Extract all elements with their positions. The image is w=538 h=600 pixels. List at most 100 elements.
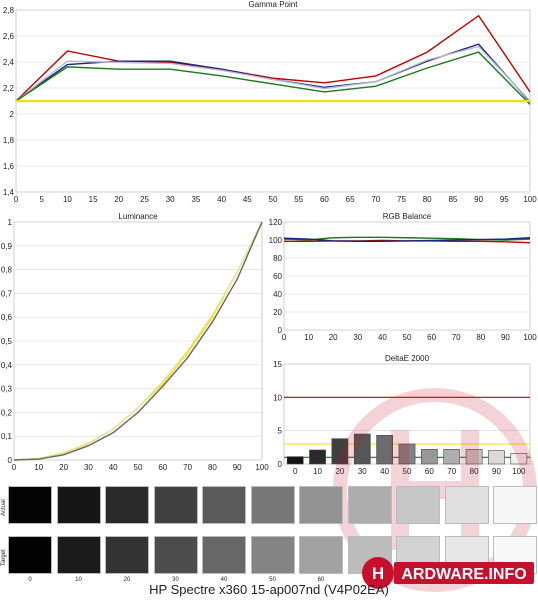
swatch-row-label-target: Target	[1, 549, 7, 566]
gamma-xtick: 65	[346, 195, 355, 204]
gamma-ytick: 1,4	[3, 188, 15, 197]
luminance-ytick: 0,9	[1, 242, 13, 251]
gamma-xtick: 100	[523, 195, 537, 204]
logo-letter: H	[372, 564, 384, 583]
luminance-ytick: 1	[8, 218, 13, 227]
luminance-ytick: 0,3	[1, 385, 13, 394]
rgb-ytick: 100	[269, 236, 283, 245]
gamma-ytick: 1,8	[3, 136, 15, 145]
swatch-label: 20	[123, 577, 131, 583]
deltae-xtick: 90	[492, 467, 501, 476]
gamma-xtick: 60	[320, 195, 329, 204]
deltae-xtick: 40	[380, 467, 389, 476]
deltae-title: DeltaE 2000	[385, 354, 430, 363]
luminance-xtick: 90	[233, 463, 242, 472]
swatch-target	[202, 536, 246, 574]
rgb-series-line	[283, 237, 531, 243]
rgb-xtick: 10	[304, 333, 313, 342]
deltae-bar	[421, 449, 438, 465]
gamma-xtick: 25	[140, 195, 149, 204]
rgb-xtick: 30	[353, 333, 362, 342]
gamma-xtick: 75	[397, 195, 406, 204]
gamma-xtick: 80	[423, 195, 432, 204]
deltae-ytick: 15	[273, 360, 282, 369]
swatch-actual	[347, 486, 392, 524]
deltae-xtick: 50	[403, 467, 412, 476]
gamma-xtick: 15	[89, 195, 98, 204]
gamma-xtick: 45	[243, 195, 252, 204]
luminance-title: Luminance	[118, 212, 158, 221]
swatch-actual	[299, 486, 343, 524]
swatch-target	[56, 536, 101, 574]
swatch-label: 60	[317, 577, 325, 583]
luminance-xtick: 60	[158, 463, 167, 472]
rgb-ytick: 120	[269, 218, 283, 227]
rgb-xtick: 40	[378, 333, 387, 342]
swatch-label: 30	[172, 577, 179, 583]
gamma-xtick: 85	[448, 195, 457, 204]
swatch-actual	[250, 486, 295, 524]
swatch-actual	[105, 486, 149, 524]
gamma-xtick: 55	[294, 195, 303, 204]
deltae-xtick: 10	[313, 467, 322, 476]
swatch-label: 50	[269, 577, 276, 583]
rgb-title: RGB Balance	[383, 212, 432, 221]
rgb-ytick: 20	[273, 308, 282, 317]
luminance-ytick: 0,7	[1, 289, 13, 298]
gamma-xtick: 5	[39, 195, 44, 204]
swatch-target	[250, 536, 295, 574]
gamma-series-line	[15, 51, 531, 105]
gamma-xtick: 20	[114, 195, 123, 204]
rgb-xtick: 100	[523, 333, 537, 342]
gamma-series-line	[15, 45, 531, 102]
luminance-ytick: 0,8	[1, 266, 13, 275]
swatch-actual	[8, 486, 52, 524]
gamma-xtick: 10	[63, 195, 72, 204]
gamma-xtick: 35	[191, 195, 200, 204]
luminance-ytick: 0,1	[1, 432, 13, 441]
luminance-ytick: 0,4	[1, 361, 13, 370]
deltae-xtick: 70	[447, 467, 456, 476]
swatch-target	[299, 536, 343, 574]
gamma-xtick: 90	[474, 195, 483, 204]
gamma-ytick: 2,2	[3, 84, 15, 93]
deltae-bar	[398, 443, 416, 465]
deltae-xtick: 0	[293, 467, 298, 476]
gamma-xtick: 70	[371, 195, 380, 204]
hardware-info-logo: H ARDWARE.INFO	[360, 556, 536, 590]
rgb-xtick: 80	[476, 333, 485, 342]
deltae-ytick: 0	[278, 460, 283, 469]
gamma-ytick: 1,6	[3, 162, 15, 171]
rgb-xtick: 60	[427, 333, 436, 342]
deltae-bar	[488, 450, 505, 465]
luminance-xtick: 40	[109, 463, 118, 472]
swatch-actual	[493, 486, 537, 524]
swatch-target	[105, 536, 149, 574]
swatch-target	[153, 536, 198, 574]
luminance-ytick: 0,2	[1, 408, 13, 417]
luminance-xtick: 80	[208, 463, 217, 472]
deltae-bar	[510, 453, 528, 465]
deltae-ytick: 5	[278, 427, 283, 436]
swatch-row-label-actual: Actual	[1, 499, 7, 516]
gamma-ytick: 2,6	[3, 32, 15, 41]
rgb-ytick: 80	[273, 254, 282, 263]
swatch-actual	[396, 486, 440, 524]
gamma-ytick: 2,8	[3, 6, 15, 15]
deltae-bar	[286, 456, 304, 465]
luminance-xtick: 100	[255, 463, 269, 472]
rgb-ytick: 60	[273, 272, 282, 281]
rgb-xtick: 50	[403, 333, 412, 342]
gamma-xtick: 30	[166, 195, 175, 204]
deltae-xtick: 20	[335, 467, 344, 476]
luminance-xtick: 50	[134, 463, 143, 472]
swatch-actual	[202, 486, 246, 524]
swatch-label: 0	[28, 577, 32, 583]
luminance-xtick: 0	[12, 463, 17, 472]
rgb-xtick: 20	[329, 333, 338, 342]
gamma-xtick: 0	[14, 195, 19, 204]
gamma-series-line	[15, 14, 531, 102]
deltae-bar	[309, 449, 326, 465]
luminance-xtick: 30	[84, 463, 93, 472]
deltae-bar	[465, 449, 483, 465]
